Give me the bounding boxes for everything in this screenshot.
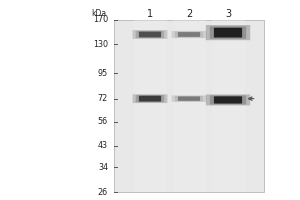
FancyBboxPatch shape <box>172 95 206 102</box>
FancyBboxPatch shape <box>178 32 200 37</box>
FancyBboxPatch shape <box>206 94 250 105</box>
Text: 130: 130 <box>93 40 108 49</box>
Text: kDa: kDa <box>92 9 106 19</box>
Text: 34: 34 <box>98 163 108 172</box>
FancyBboxPatch shape <box>214 96 242 104</box>
Bar <box>114 20 264 192</box>
Text: 95: 95 <box>98 69 108 78</box>
FancyBboxPatch shape <box>139 96 161 102</box>
FancyBboxPatch shape <box>175 31 203 37</box>
FancyBboxPatch shape <box>206 25 250 40</box>
Text: 3: 3 <box>225 9 231 19</box>
Bar <box>212 20 244 192</box>
FancyBboxPatch shape <box>178 96 200 101</box>
Bar <box>134 20 166 192</box>
Text: 170: 170 <box>93 15 108 24</box>
FancyBboxPatch shape <box>175 96 203 101</box>
Text: 43: 43 <box>98 141 108 150</box>
Text: 72: 72 <box>98 94 108 103</box>
Text: 1: 1 <box>147 9 153 19</box>
FancyBboxPatch shape <box>210 26 246 39</box>
FancyBboxPatch shape <box>136 95 164 102</box>
FancyBboxPatch shape <box>210 95 246 104</box>
FancyBboxPatch shape <box>136 31 164 38</box>
FancyBboxPatch shape <box>133 94 167 103</box>
FancyBboxPatch shape <box>133 30 167 39</box>
FancyBboxPatch shape <box>214 28 242 38</box>
Text: 2: 2 <box>186 9 192 19</box>
FancyBboxPatch shape <box>172 31 206 38</box>
Bar <box>172 20 206 192</box>
Text: 26: 26 <box>98 188 108 197</box>
FancyBboxPatch shape <box>139 32 161 37</box>
Text: 56: 56 <box>98 117 108 126</box>
